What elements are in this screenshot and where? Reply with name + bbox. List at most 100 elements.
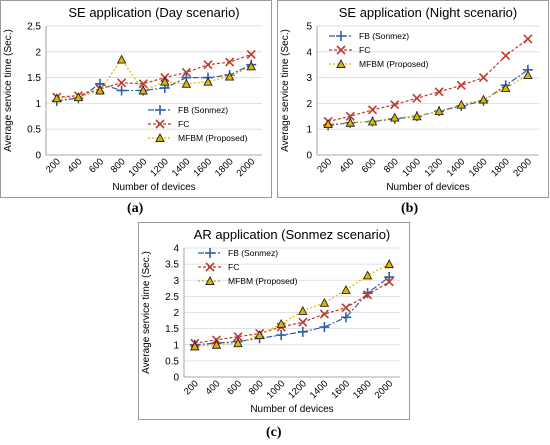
chart-b-legend-marker (336, 59, 346, 68)
chart-c-legend-label: MFBM (Proposed) (228, 276, 298, 286)
chart-a-ytick-label: 0 (35, 151, 41, 162)
panel-label-a: (a) (127, 201, 144, 216)
chart-b-series-3 (323, 70, 533, 128)
chart-a-legend-marker (155, 119, 165, 129)
chart-b-data-point (412, 93, 422, 103)
chart-a-series-line (56, 53, 252, 98)
chart-c-data-point (384, 272, 395, 283)
chart-a-data-point (116, 85, 127, 96)
chart-c-ytick-label: 4 (173, 244, 179, 255)
chart-b-ytick-label: 0 (306, 151, 312, 162)
chart-b-data-point (434, 87, 444, 97)
chart-b-legend-label: FB (Sonmez) (359, 31, 409, 41)
chart-c-legend-marker (205, 262, 215, 272)
chart-c-data-point (233, 332, 243, 342)
chart-c-data-point (341, 284, 351, 294)
chart-b-series-2 (323, 34, 533, 127)
chart-a-data-point (52, 93, 62, 103)
chart-a-data-point (116, 54, 127, 64)
chart-b-data-point (345, 111, 355, 121)
chart-b-data-point (367, 116, 378, 126)
chart-a-data-point (160, 76, 170, 86)
chart-c-ytick-label: 1.5 (165, 324, 179, 335)
chart-c-x-axis-label: Number of devices (250, 404, 333, 415)
chart-b-legend-marker (336, 45, 346, 55)
chart-a-data-point (224, 71, 235, 81)
chart-a-ytick-label: 2 (35, 47, 41, 58)
panel-label-b: (b) (401, 201, 419, 216)
chart-c-legend-marker (205, 276, 215, 285)
chart-b-data-point (389, 112, 400, 122)
chart-a-data-point (225, 57, 235, 67)
chart-c-legend-label: FB (Sonmez) (228, 248, 278, 258)
chart-c-data-point (298, 305, 308, 315)
chart-c-data-point (363, 290, 373, 300)
chart-c-series-line (194, 281, 390, 344)
chart-a-data-point (203, 76, 213, 86)
chart-c-title: AR application (Sonmez scenario) (194, 227, 391, 242)
chart-c-data-point (341, 303, 351, 313)
chart-c-data-point (362, 288, 373, 299)
chart-b-x-axis-label: Number of devices (386, 182, 469, 193)
chart-a-legend-marker (155, 105, 165, 115)
chart-a-data-point (138, 79, 148, 89)
chart-b-data-point (478, 94, 489, 104)
chart-b-ytick-label: 1 (306, 125, 312, 136)
chart-b-data-point (501, 51, 511, 61)
chart-b-legend-label: FC (359, 45, 370, 55)
chart-b-data-point (367, 105, 378, 115)
chart-panel-c: AR application (Sonmez scenario) 0 0.5 1 1.5… (138, 222, 410, 420)
chart-a-legend-marker (155, 133, 165, 142)
chart-c-ytick-label: 3.5 (165, 260, 179, 271)
chart-b-data-point (456, 80, 466, 90)
chart-b-data-point (390, 100, 400, 110)
chart-c-y-axis-label: Average service time (Sec.) (141, 251, 152, 374)
chart-panel-b: SE application (Night scenario)012345200… (277, 0, 549, 198)
chart-a-data-point (117, 78, 127, 88)
chart-b-data-point (478, 73, 489, 83)
chart-c-ytick-label: 2 (173, 308, 179, 319)
chart-c-series-3 (190, 259, 394, 351)
chart-a-x-axis-label: Number of devices (112, 182, 195, 193)
chart-c-data-point (384, 277, 394, 287)
chart-c-data-point (384, 259, 394, 269)
chart-a-ytick-label: 1.5 (27, 73, 41, 84)
chart-a-ytick-label: 1 (35, 99, 41, 110)
chart-a-data-point (95, 85, 105, 95)
chart-c-data-point (233, 338, 243, 348)
chart-a-data-point (73, 92, 84, 102)
chart-b-data-point (523, 34, 533, 44)
chart-a-data-point (138, 85, 148, 95)
chart-c-data-point (297, 326, 308, 337)
chart-c-data-point (190, 341, 200, 351)
chart-b-data-point (500, 82, 511, 92)
chart-a-legend-label: FB (Sonmez) (178, 105, 228, 115)
chart-b-ytick-label: 3 (306, 73, 312, 84)
chart-a-data-point (181, 67, 191, 78)
chart-b-ytick-label: 4 (306, 47, 312, 58)
chart-a-ytick-label: 0.5 (27, 125, 41, 136)
chart-a-data-point (181, 78, 192, 88)
chart-a-title: SE application (Day scenario) (68, 5, 239, 20)
chart-c-data-point (319, 309, 329, 319)
chart-a-series-line (56, 64, 252, 102)
chart-c-series-line (194, 263, 390, 347)
chart-b-legend-label: MFBM (Proposed) (359, 59, 429, 69)
chart-b-y-axis-label: Average service time (Sec.) (280, 29, 291, 152)
chart-b-data-point (434, 106, 444, 116)
chart-c-legend-marker (205, 248, 215, 258)
chart-c-ytick-label: 3 (173, 276, 179, 287)
chart-b-data-point (523, 70, 533, 79)
chart-b-legend: FB (Sonmez) FC MFBM (Proposed) (329, 31, 429, 69)
chart-c-legend: FB (Sonmez) FC MFBM (Proposed) (198, 248, 298, 286)
chart-b-data-point (412, 111, 422, 121)
chart-b-ytick-label: 5 (306, 22, 312, 33)
chart-c-ytick-label: 0 (173, 373, 179, 384)
chart-panel-a: SE application (Day scenario) 0 0.5 1 1.5 2 2.… (0, 0, 272, 198)
chart-a-data-point (203, 60, 213, 70)
chart-c-data-point (362, 270, 373, 280)
chart-c-data-point (341, 312, 351, 323)
chart-b-ytick-label: 2 (306, 99, 312, 110)
chart-a-series-3 (52, 54, 256, 103)
chart-b-data-point (323, 119, 333, 128)
